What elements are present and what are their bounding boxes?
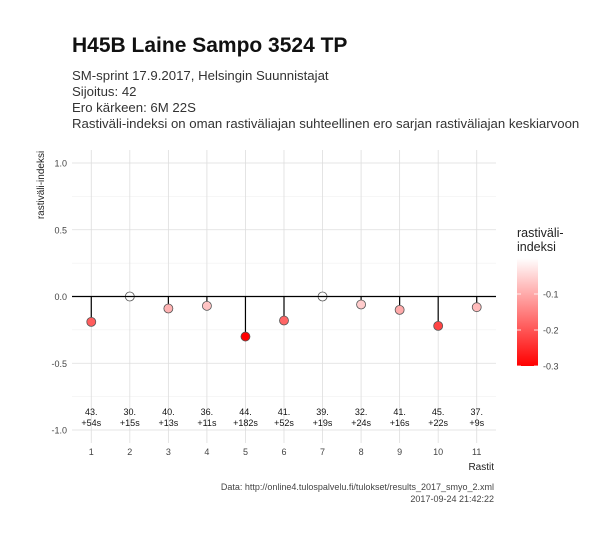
time-diff-label: +15s (120, 418, 140, 428)
rank-label: 30. (124, 407, 137, 417)
x-tick-label: 1 (89, 447, 94, 457)
y-axis-title: rastiväli-indeksi (36, 151, 47, 219)
data-point (202, 300, 212, 311)
subtitle-gap: Ero kärkeen: 6M 22S (72, 100, 196, 115)
data-point (86, 316, 97, 327)
x-tick-label: 7 (320, 447, 325, 457)
rank-label: 45. (432, 407, 445, 417)
time-diff-label: +13s (158, 418, 178, 428)
legend-tick-label: -0.2 (543, 326, 559, 336)
legend-title: rastiväli- (517, 226, 564, 240)
x-tick-label: 2 (127, 447, 132, 457)
legend-title: indeksi (517, 240, 556, 254)
rank-label: 41. (393, 407, 406, 417)
x-tick-label: 10 (433, 447, 443, 457)
data-source-caption: Data: http://online4.tulospalvelu.fi/tul… (221, 482, 494, 492)
legend-colorbar (517, 258, 538, 366)
x-tick-label: 3 (166, 447, 171, 457)
subtitle-description: Rastiväli-indeksi on oman rastiväliajan … (72, 116, 580, 131)
x-axis-title: Rastit (468, 462, 494, 473)
rank-label: 39. (316, 407, 329, 417)
subtitle-event: SM-sprint 17.9.2017, Helsingin Suunnista… (72, 68, 329, 83)
data-point (163, 303, 174, 314)
x-tick-label: 8 (359, 447, 364, 457)
data-point (433, 320, 444, 331)
rank-label: 37. (470, 407, 483, 417)
y-tick-label: 1.0 (54, 159, 67, 169)
page-title: H45B Laine Sampo 3524 TP (72, 34, 348, 57)
time-diff-label: +19s (313, 418, 333, 428)
time-diff-label: +11s (197, 418, 217, 428)
x-tick-label: 5 (243, 447, 248, 457)
x-tick-label: 4 (204, 447, 209, 457)
time-diff-label: +24s (351, 418, 371, 428)
data-point (240, 331, 251, 342)
data-point (394, 304, 405, 315)
rank-label: 36. (201, 407, 214, 417)
y-tick-label: -0.5 (51, 359, 67, 369)
rank-label: 32. (355, 407, 368, 417)
legend-tick-label: -0.1 (543, 290, 559, 300)
timestamp-caption: 2017-09-24 21:42:22 (410, 494, 494, 504)
time-diff-label: +16s (390, 418, 410, 428)
rank-label: 41. (278, 407, 291, 417)
rank-label: 40. (162, 407, 175, 417)
time-diff-label: +22s (428, 418, 448, 428)
time-diff-label: +182s (233, 418, 258, 428)
y-tick-label: 0.5 (54, 225, 67, 235)
subtitle-placing: Sijoitus: 42 (72, 84, 137, 99)
rank-label: 44. (239, 407, 252, 417)
rank-label: 43. (85, 407, 98, 417)
data-point (356, 299, 366, 310)
x-tick-label: 6 (281, 447, 286, 457)
time-diff-label: +54s (81, 418, 101, 428)
x-tick-label: 11 (472, 447, 481, 457)
data-point (279, 315, 289, 326)
time-diff-label: +9s (469, 418, 484, 428)
y-tick-label: -1.0 (51, 426, 67, 436)
x-tick-label: 9 (397, 447, 402, 457)
time-diff-label: +52s (274, 418, 294, 428)
y-tick-label: 0.0 (54, 292, 67, 302)
data-point (471, 302, 482, 313)
legend-tick-label: -0.3 (543, 362, 559, 372)
